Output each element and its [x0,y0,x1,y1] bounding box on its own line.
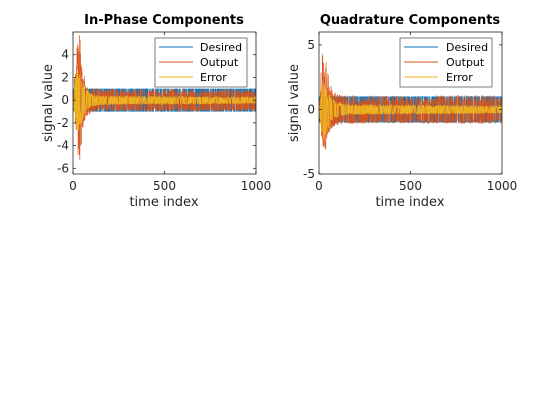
x-tick-label: 1000 [241,179,272,193]
series-line-output [318,53,503,150]
x-axis-label: time index [375,195,444,210]
y-tick-label: 5 [307,38,315,52]
y-tick-label: -2 [57,116,69,130]
chart-title: In-Phase Components [84,13,244,28]
x-tick-label: 0 [69,179,77,193]
y-axis-label: signal value [287,64,302,142]
series-line-error [72,68,257,131]
legend-label-output: Output [200,56,239,69]
chart-title: Quadrature Components [320,13,501,28]
y-tick-label: 2 [61,70,69,84]
chart-quadrature: Quadrature Components 0 500 1000-505 time … [287,13,517,210]
legend: Desired Output Error [399,37,493,88]
x-tick-label: 500 [399,179,422,193]
ticks-layer: 0 500 1000-505 [303,32,517,193]
y-tick-label: -5 [303,167,315,181]
legend: Desired Output Error [154,37,248,88]
x-tick-label: 500 [153,179,176,193]
legend-label-desired: Desired [200,41,242,54]
chart-in-phase: In-Phase Components 0 500 1000 -6 -4 -2 0 2 4 ti… [41,13,271,210]
ticks-layer: 0 500 1000 -6 -4 -2 0 2 4 [57,32,271,193]
y-axis-label: signal value [41,64,56,142]
legend-label-desired: Desired [446,41,488,54]
y-tick-label: 0 [61,93,69,107]
y-tick-label: 0 [307,102,315,116]
legend-label-error: Error [200,71,227,84]
x-axis-label: time index [129,195,198,210]
x-tick-label: 1000 [487,179,518,193]
x-tick-label: 0 [315,179,323,193]
legend-label-error: Error [446,71,473,84]
y-tick-label: -4 [57,139,69,153]
y-tick-label: 4 [61,48,69,62]
y-tick-label: -6 [57,161,69,175]
series-layer [72,35,257,160]
series-line-error [318,81,503,140]
legend-label-output: Output [446,56,485,69]
series-layer [318,53,503,150]
